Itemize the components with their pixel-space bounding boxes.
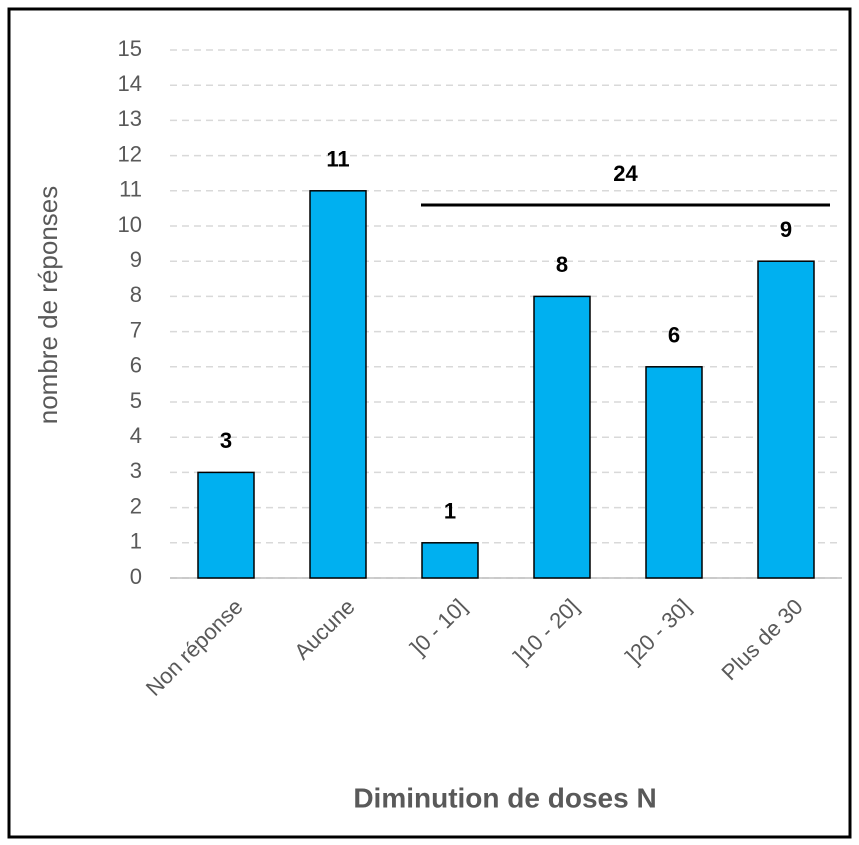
y-tick-label: 4 [130, 423, 142, 448]
y-tick-label: 14 [118, 71, 142, 96]
y-tick-label: 12 [118, 141, 142, 166]
frame [7, 7, 852, 839]
y-tick-label: 1 [130, 529, 142, 554]
bar [421, 542, 479, 579]
y-tick-label: 8 [130, 282, 142, 307]
y-tick-label: 10 [118, 212, 142, 237]
bar [309, 190, 367, 579]
y-tick-label: 15 [118, 36, 142, 61]
y-tick-label: 5 [130, 388, 142, 413]
y-tick-label: 9 [130, 247, 142, 272]
data-label: 6 [668, 323, 680, 348]
y-tick-label: 7 [130, 317, 142, 342]
bar [757, 260, 815, 579]
y-axis-label: nombre de réponses [33, 186, 63, 424]
bar [197, 471, 255, 579]
y-tick-label: 6 [130, 353, 142, 378]
data-label: 1 [444, 499, 456, 524]
bar [645, 366, 703, 579]
y-tick-label: 0 [130, 564, 142, 589]
data-label: 8 [556, 252, 568, 277]
data-label: 9 [780, 217, 792, 242]
x-axis-label: Diminution de doses N [353, 782, 656, 813]
annotation-label: 24 [613, 161, 638, 186]
data-label: 3 [220, 428, 232, 453]
y-tick-label: 3 [130, 458, 142, 483]
y-tick-label: 13 [118, 106, 142, 131]
y-tick-label: 2 [130, 493, 142, 518]
y-tick-label: 11 [119, 177, 142, 202]
data-label: 11 [326, 147, 349, 172]
bar [533, 295, 591, 579]
